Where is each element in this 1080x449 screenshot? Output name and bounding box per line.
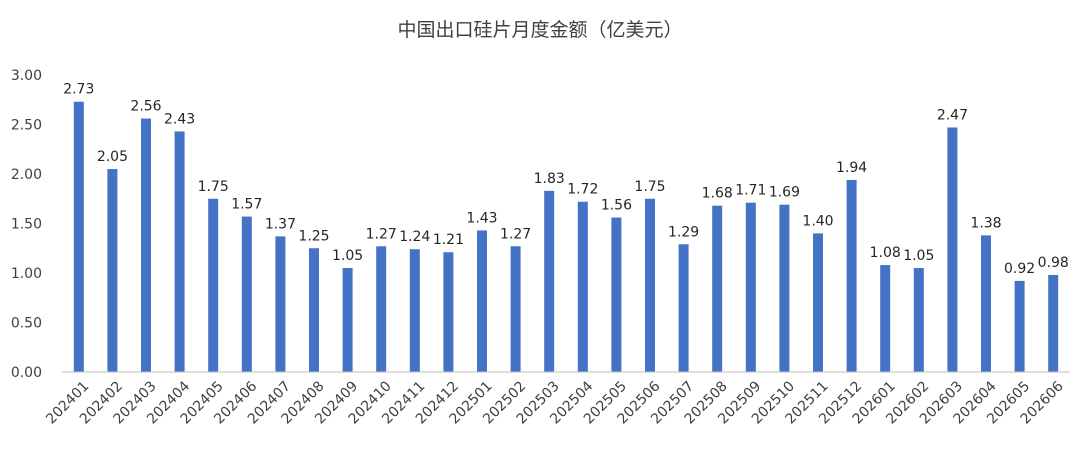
bar bbox=[880, 265, 891, 372]
data-label: 1.24 bbox=[399, 229, 430, 245]
data-label: 2.43 bbox=[164, 111, 195, 127]
bar bbox=[745, 202, 756, 372]
data-label: 2.47 bbox=[937, 107, 968, 123]
y-tick-label: 2.00 bbox=[11, 167, 42, 183]
bar bbox=[913, 268, 924, 372]
data-label: 1.83 bbox=[534, 171, 565, 187]
data-label: 1.29 bbox=[668, 224, 699, 240]
data-label: 1.27 bbox=[500, 226, 531, 242]
data-label: 1.68 bbox=[702, 186, 733, 202]
bar bbox=[141, 118, 151, 372]
data-label: 1.56 bbox=[601, 198, 632, 214]
y-tick-label: 0.50 bbox=[11, 316, 42, 332]
data-label: 2.56 bbox=[130, 99, 161, 115]
data-labels: 2.732.052.562.431.751.571.371.251.051.27… bbox=[63, 82, 1069, 277]
y-tick-label: 0.00 bbox=[11, 365, 42, 381]
y-tick-label: 2.50 bbox=[11, 118, 42, 134]
y-axis-ticks: 0.00 0.50 1.00 1.50 2.00 2.50 3.00 bbox=[11, 68, 42, 381]
data-label: 1.75 bbox=[198, 179, 229, 195]
bar bbox=[208, 198, 219, 372]
bar bbox=[846, 179, 857, 372]
y-tick-label: 1.50 bbox=[11, 217, 42, 233]
bar bbox=[712, 205, 723, 372]
data-label: 2.05 bbox=[97, 149, 128, 165]
bar bbox=[510, 246, 521, 372]
bar bbox=[947, 127, 958, 372]
bar bbox=[813, 233, 823, 372]
bar bbox=[645, 198, 655, 372]
bar bbox=[577, 201, 588, 372]
data-label: 1.75 bbox=[634, 179, 665, 195]
data-label: 1.71 bbox=[735, 183, 766, 199]
bar bbox=[1048, 274, 1059, 372]
bar bbox=[342, 268, 353, 372]
data-label: 1.94 bbox=[836, 160, 867, 176]
data-label: 2.73 bbox=[63, 82, 94, 98]
bar bbox=[376, 246, 387, 372]
bar bbox=[779, 204, 790, 372]
bar bbox=[443, 252, 454, 372]
data-label: 1.05 bbox=[903, 248, 934, 264]
bar bbox=[477, 230, 487, 372]
x-axis-ticks: 2024012024022024032024042024052024062024… bbox=[43, 378, 1067, 427]
bar bbox=[678, 244, 689, 372]
data-label: 0.92 bbox=[1004, 261, 1035, 277]
data-label: 1.05 bbox=[332, 248, 363, 264]
data-label: 1.69 bbox=[769, 185, 800, 201]
data-label: 1.27 bbox=[366, 226, 397, 242]
data-label: 0.98 bbox=[1038, 255, 1069, 271]
data-label: 1.57 bbox=[231, 197, 262, 213]
bar bbox=[1014, 280, 1025, 372]
data-label: 1.37 bbox=[265, 216, 296, 232]
bar bbox=[611, 217, 622, 372]
bar bbox=[107, 169, 118, 372]
data-label: 1.43 bbox=[466, 210, 497, 226]
bar bbox=[309, 248, 319, 372]
data-label: 1.08 bbox=[870, 245, 901, 261]
bar bbox=[174, 131, 185, 372]
y-tick-label: 1.00 bbox=[11, 266, 42, 282]
bars bbox=[73, 101, 1059, 372]
data-label: 1.72 bbox=[567, 182, 598, 198]
data-label: 1.40 bbox=[802, 213, 833, 229]
bar bbox=[73, 101, 84, 372]
bar bbox=[241, 216, 252, 372]
chart-title: 中国出口硅片月度金额（亿美元） bbox=[397, 19, 682, 41]
data-label: 1.25 bbox=[298, 228, 329, 244]
y-tick-label: 3.00 bbox=[11, 68, 42, 84]
data-label: 1.38 bbox=[970, 215, 1001, 231]
bar bbox=[544, 190, 555, 372]
data-label: 1.21 bbox=[433, 232, 464, 248]
bar bbox=[981, 235, 991, 372]
bar bbox=[409, 249, 420, 372]
bar bbox=[275, 236, 286, 372]
